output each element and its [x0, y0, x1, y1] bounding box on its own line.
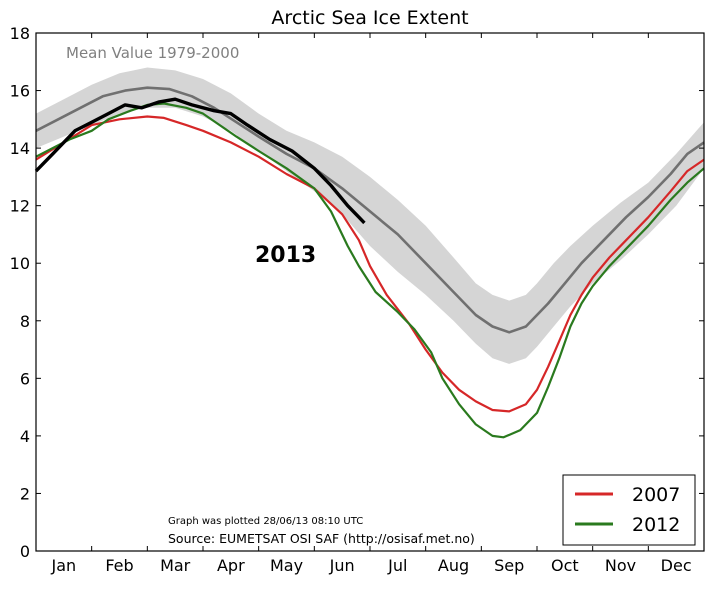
x-tick-label: Jan — [50, 556, 76, 575]
plot-frame — [35, 32, 705, 552]
y-tick-label: 18 — [10, 24, 30, 43]
chart-title: Arctic Sea Ice Extent — [271, 7, 468, 29]
x-tick-label: May — [270, 556, 303, 575]
series-label-2013: 2013 — [255, 243, 316, 268]
x-tick-label: Mar — [160, 556, 191, 575]
x-axis: Jan Feb Mar Apr May Jun Jul Aug Sep Oct Nov Dec — [50, 33, 692, 575]
y-tick-label: 8 — [20, 312, 30, 331]
x-tick-label: Jun — [329, 556, 355, 575]
source-note: Source: EUMETSAT OSI SAF (http://osisaf.… — [168, 531, 475, 546]
y-tick-label: 2 — [20, 484, 30, 503]
y-tick-label: 16 — [10, 82, 30, 101]
legend-label-2012: 2012 — [632, 514, 680, 536]
plot-area — [34, 32, 705, 552]
y-tick-label: 6 — [20, 369, 30, 388]
mean-range-band — [36, 67, 704, 364]
y-tick-label: 10 — [10, 254, 30, 273]
legend-label-2007: 2007 — [632, 484, 680, 506]
x-tick-label: Feb — [105, 556, 133, 575]
x-tick-label: Apr — [217, 556, 245, 575]
y-axis: 0 2 4 6 8 10 12 14 16 18 — [10, 24, 704, 561]
x-tick-label: Aug — [438, 556, 469, 575]
y-tick-label: 14 — [10, 139, 30, 158]
series-line-2007 — [35, 115, 705, 413]
series-line-2013 — [34, 97, 366, 225]
x-tick-label: Dec — [661, 556, 692, 575]
mean-value-label: Mean Value 1979-2000 — [66, 44, 239, 62]
y-tick-label: 12 — [10, 197, 30, 216]
plotted-timestamp-note: Graph was plotted 28/06/13 08:10 UTC — [168, 516, 363, 527]
series-line-mean-1979-2000 — [35, 86, 705, 334]
x-tick-label: Jul — [387, 556, 407, 575]
x-tick-label: Oct — [551, 556, 579, 575]
y-tick-label: 0 — [20, 542, 30, 561]
legend: 2007 2012 — [562, 474, 696, 546]
x-tick-label: Sep — [494, 556, 524, 575]
y-tick-label: 4 — [20, 427, 30, 446]
x-tick-label: Nov — [605, 556, 636, 575]
legend-box — [562, 474, 696, 546]
